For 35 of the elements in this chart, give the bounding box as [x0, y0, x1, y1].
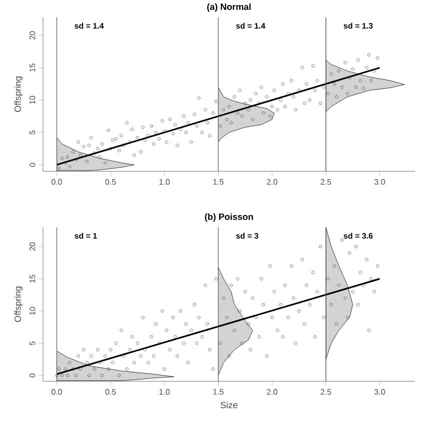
annotation: sd = 1.3	[344, 22, 373, 29]
annotation: sd = 1.4	[236, 22, 266, 29]
y-axis-title: Offspring	[14, 286, 23, 322]
y-tick-label: 10	[30, 306, 36, 315]
y-tick-label: 15	[30, 63, 36, 72]
x-tick-label: 0.5	[105, 388, 116, 395]
x-tick-label: 1.0	[159, 388, 170, 395]
y-tick-label: 0	[30, 162, 36, 167]
annotation: sd = 3	[236, 232, 258, 239]
x-tick-label: 1.0	[159, 178, 170, 185]
x-tick-label: 2.5	[320, 178, 332, 185]
y-tick-label: 20	[30, 31, 36, 40]
x-tick-label: 2.5	[320, 388, 332, 395]
y-tick-label: 10	[30, 96, 36, 104]
x-tick-label: 0.0	[52, 388, 62, 395]
x-tick-label: 1.5	[213, 388, 224, 395]
chart-title: (a) Normal	[207, 3, 251, 12]
y-axis-title: Offspring	[14, 76, 23, 112]
x-tick-label: 1.5	[213, 178, 224, 185]
x-tick-label: 3.0	[374, 178, 385, 185]
x-tick-label: 2.0	[266, 178, 278, 185]
x-tick-label: 3.0	[374, 388, 385, 395]
y-tick-label: 5	[30, 341, 36, 346]
x-tick-label: 0.0	[52, 178, 62, 185]
annotation: sd = 3.6	[344, 232, 373, 239]
x-axis-title: Size	[220, 401, 238, 408]
y-tick-label: 15	[30, 274, 36, 283]
annotation: sd = 1	[74, 232, 97, 239]
y-tick-label: 20	[30, 242, 36, 250]
annotation: sd = 1.4	[74, 22, 104, 29]
x-tick-label: 2.0	[266, 388, 278, 395]
y-tick-label: 5	[30, 130, 36, 134]
x-tick-label: 0.5	[105, 178, 116, 185]
chart-title: (b) Poisson	[204, 213, 253, 222]
y-tick-label: 0	[30, 373, 36, 378]
